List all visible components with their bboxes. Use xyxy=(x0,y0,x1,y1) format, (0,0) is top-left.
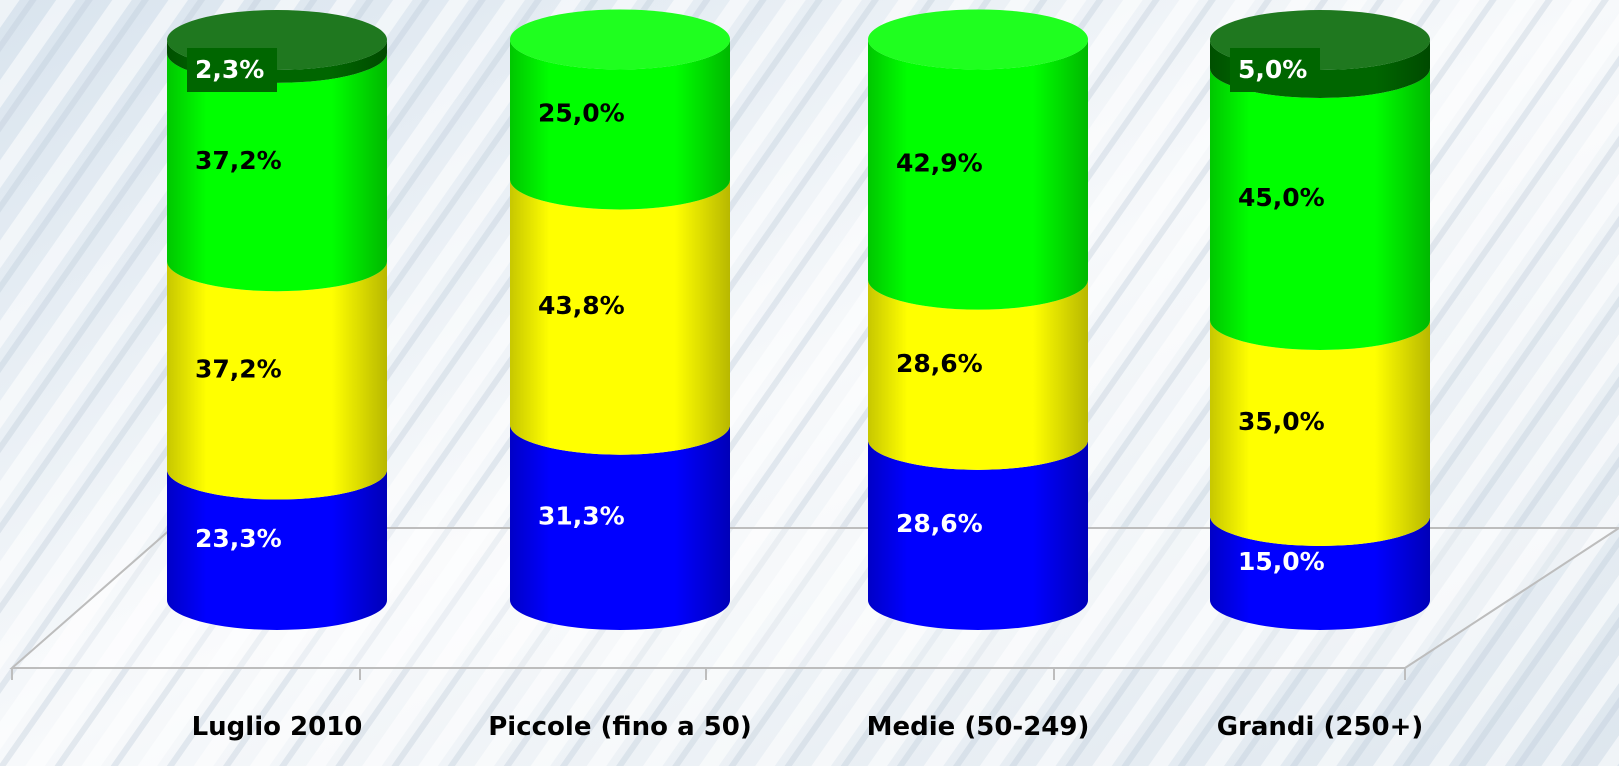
value-label-text: 37,2% xyxy=(195,354,282,383)
value-label-piccole-fino-a-50-2: 25,0% xyxy=(538,98,625,127)
value-label-text: 15,0% xyxy=(1238,547,1325,576)
cylinder-luglio-2010 xyxy=(167,10,387,630)
value-label-text: 43,8% xyxy=(538,291,625,320)
value-label-grandi-250-0: 15,0% xyxy=(1238,547,1325,576)
value-label-grandi-250-1: 35,0% xyxy=(1238,407,1325,436)
value-label-medie-50-249-1: 28,6% xyxy=(896,349,983,378)
value-label-text: 5,0% xyxy=(1238,55,1307,84)
value-label-luglio-2010-1: 37,2% xyxy=(195,354,282,383)
bar-segment-shading xyxy=(868,279,1088,470)
value-label-text: 45,0% xyxy=(1238,183,1325,212)
value-label-text: 35,0% xyxy=(1238,407,1325,436)
category-label-medie-50-249: Medie (50-249) xyxy=(867,712,1090,742)
bar-segment-shading xyxy=(1210,516,1430,630)
value-label-luglio-2010-3: 2,3% xyxy=(187,48,277,92)
value-label-grandi-250-2: 45,0% xyxy=(1238,183,1325,212)
bar-segment-shading xyxy=(1210,320,1430,546)
bar-segment-shading xyxy=(167,52,387,292)
value-label-text: 28,6% xyxy=(896,509,983,538)
bar-segment-shading xyxy=(167,469,387,630)
value-label-text: 37,2% xyxy=(195,146,282,175)
category-label-luglio-2010: Luglio 2010 xyxy=(192,712,363,742)
value-label-piccole-fino-a-50-0: 31,3% xyxy=(538,501,625,530)
category-label-grandi-250: Grandi (250+) xyxy=(1217,712,1424,742)
value-label-medie-50-249-2: 42,9% xyxy=(896,149,983,178)
value-label-luglio-2010-2: 37,2% xyxy=(195,146,282,175)
cylinder-piccole-fino-a-50 xyxy=(510,9,730,630)
value-label-text: 2,3% xyxy=(195,55,264,84)
value-label-text: 31,3% xyxy=(538,501,625,530)
value-label-piccole-fino-a-50-1: 43,8% xyxy=(538,291,625,320)
cylinder-top-highlight xyxy=(868,9,1088,70)
value-label-text: 23,3% xyxy=(195,524,282,553)
value-label-box xyxy=(1230,48,1320,92)
cylinder-top-highlight xyxy=(510,9,730,70)
value-label-text: 28,6% xyxy=(896,349,983,378)
value-label-medie-50-249-0: 28,6% xyxy=(896,509,983,538)
x-axis: Luglio 2010 Piccole (fino a 50) Medie (50-… xyxy=(11,667,1424,742)
cylinder-medie-50-249 xyxy=(868,9,1088,630)
bars-group xyxy=(167,9,1430,630)
value-label-text: 25,0% xyxy=(538,98,625,127)
cylinder-grandi-250 xyxy=(1210,10,1430,630)
value-label-luglio-2010-0: 23,3% xyxy=(195,524,282,553)
bar-segment-shading xyxy=(510,179,730,455)
bar-segment-shading xyxy=(510,424,730,630)
value-label-box xyxy=(187,48,277,92)
bar-segment-shading xyxy=(510,39,730,210)
value-labels-group: 23,3% 37,2% 37,2% 2,3% 31,3% 43,8% 25,0% 28,6% 2… xyxy=(187,48,1325,576)
bar-segment-shading xyxy=(868,439,1088,630)
value-label-text: 42,9% xyxy=(896,149,983,178)
bar-segment-shading xyxy=(1210,68,1430,350)
bar-segment-shading xyxy=(868,39,1088,310)
cylinder-top-piccole-fino-a-50 xyxy=(510,9,730,70)
category-label-piccole-fino-a-50: Piccole (fino a 50) xyxy=(488,712,752,742)
bar-segment-shading xyxy=(167,261,387,500)
value-label-grandi-250-3: 5,0% xyxy=(1230,48,1320,92)
cylinder-top-medie-50-249 xyxy=(868,9,1088,70)
